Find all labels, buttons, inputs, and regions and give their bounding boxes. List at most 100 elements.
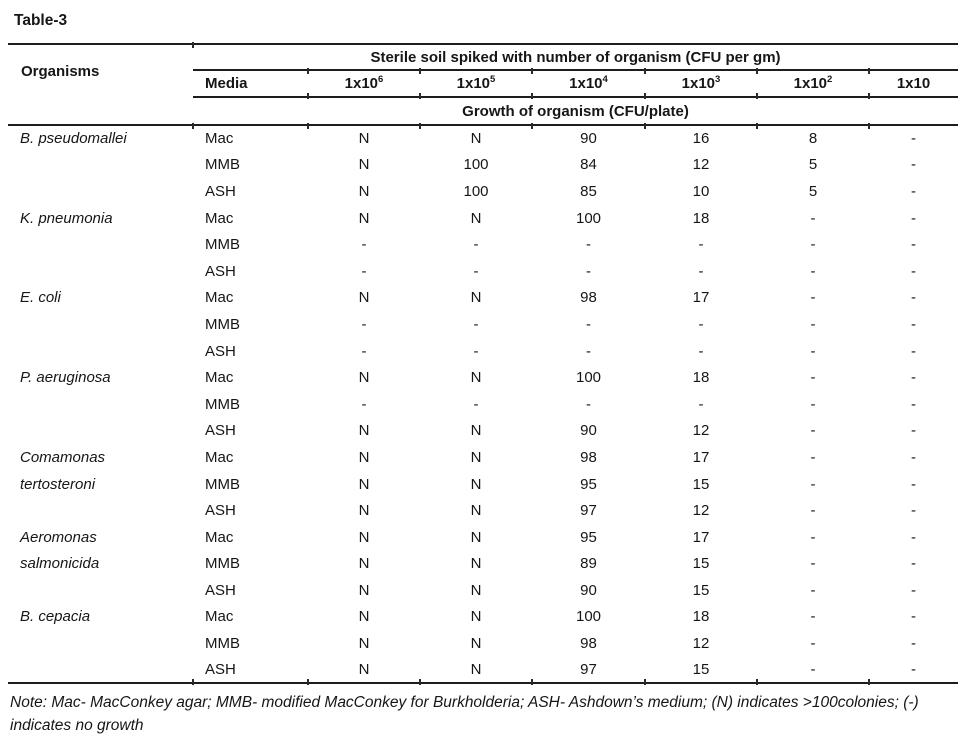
header-row-growth: Growth of organism (CFU/plate) bbox=[8, 97, 959, 126]
media-cell: Mac bbox=[205, 209, 234, 227]
organism-cell bbox=[8, 391, 193, 418]
table-row: MMB - - - - - - bbox=[8, 231, 958, 258]
growth-value-cell: - bbox=[810, 581, 816, 599]
growth-value-cell: - bbox=[473, 262, 479, 280]
growth-value-cell: 97 bbox=[531, 657, 645, 686]
growth-value-cell: - bbox=[911, 315, 916, 333]
growth-value-cell: - bbox=[911, 182, 916, 200]
growth-value-cell: - bbox=[911, 581, 916, 599]
growth-value-cell: N bbox=[358, 422, 370, 440]
growth-value-cell: - bbox=[810, 289, 816, 307]
growth-value-cell: N bbox=[358, 528, 370, 546]
growth-value-cell: N bbox=[358, 635, 370, 653]
concentration-column-header: 1x106 bbox=[307, 67, 420, 98]
growth-value-cell: N bbox=[358, 156, 370, 174]
media-cell: Mac bbox=[192, 122, 308, 152]
growth-value-cell: N bbox=[470, 289, 482, 307]
organism-cell: B. cepacia bbox=[20, 608, 91, 626]
organism-cell: E. coli bbox=[20, 289, 61, 307]
concentration-column-header: 1x10 bbox=[867, 67, 959, 98]
growth-value-cell: - bbox=[810, 236, 816, 254]
media-cell: ASH bbox=[205, 262, 236, 280]
table-title: Table-3 bbox=[14, 12, 68, 29]
growth-value-cell: 100 bbox=[463, 182, 489, 200]
growth-value-cell: N bbox=[419, 657, 532, 686]
growth-value-cell: N bbox=[307, 657, 420, 686]
organism-cell bbox=[8, 497, 193, 524]
growth-value-cell: 12 bbox=[692, 502, 710, 520]
growth-value-cell: - bbox=[698, 395, 704, 413]
growth-value-cell: 12 bbox=[692, 635, 710, 653]
table-row: ASH N N 90 15 - - bbox=[8, 577, 958, 604]
growth-value-cell: - bbox=[867, 657, 958, 686]
concentration-column-header: 1x102 bbox=[756, 67, 869, 98]
growth-value-cell: 100 bbox=[575, 369, 602, 387]
growth-value-cell: 15 bbox=[692, 581, 710, 599]
growth-value-cell: - bbox=[911, 608, 916, 626]
table-row: tertosteroni MMB N N 95 15 - - bbox=[8, 471, 958, 498]
growth-value-cell: 12 bbox=[692, 422, 710, 440]
growth-value-cell: - bbox=[810, 209, 816, 227]
growth-value-cell: - bbox=[810, 475, 816, 493]
concentration-column-header: 1x105 bbox=[419, 67, 532, 98]
growth-value-cell: N bbox=[470, 528, 482, 546]
table-row: MMB N 100 84 12 5 - bbox=[8, 152, 958, 179]
growth-value-cell: 98 bbox=[580, 289, 597, 307]
media-cell: Mac bbox=[205, 448, 234, 466]
growth-value-cell: N bbox=[470, 608, 482, 626]
growth-value-cell: 5 bbox=[808, 182, 818, 200]
growth-value-cell: N bbox=[419, 122, 532, 152]
growth-value-cell: 15 bbox=[692, 475, 710, 493]
organism-cell bbox=[8, 657, 193, 684]
growth-value-cell: 90 bbox=[580, 581, 597, 599]
growth-subheader: Growth of organism (CFU/plate) bbox=[193, 97, 959, 126]
growth-value-cell: N bbox=[470, 369, 482, 387]
growth-value-cell: - bbox=[911, 422, 916, 440]
concentration-column-header: 1x103 bbox=[644, 67, 757, 98]
growth-value-cell: - bbox=[810, 315, 816, 333]
growth-value-cell: 5 bbox=[808, 156, 818, 174]
growth-value-cell: 98 bbox=[580, 635, 597, 653]
media-cell: MMB bbox=[205, 555, 240, 573]
growth-value-cell: - bbox=[756, 657, 869, 686]
growth-value-cell: 90 bbox=[531, 122, 645, 152]
table-row: P. aeruginosa Mac N N 100 18 - - bbox=[8, 364, 958, 391]
media-cell: Mac bbox=[205, 608, 234, 626]
growth-value-cell: - bbox=[911, 448, 916, 466]
growth-value-cell: N bbox=[358, 369, 370, 387]
exponent: 4 bbox=[602, 74, 608, 85]
growth-value-cell: 100 bbox=[575, 608, 602, 626]
organism-cell: Aeromonas bbox=[20, 528, 97, 546]
growth-value-cell: - bbox=[911, 156, 916, 174]
growth-value-cell: 8 bbox=[756, 122, 869, 152]
growth-value-cell: - bbox=[810, 555, 816, 573]
spiked-soil-spanning-header: Sterile soil spiked with number of organ… bbox=[191, 41, 959, 71]
growth-value-cell: 17 bbox=[692, 289, 710, 307]
header-row-concentrations: Media 1x106 1x105 1x104 1x103 1x102 1x10 bbox=[8, 67, 959, 98]
growth-value-cell: - bbox=[911, 635, 916, 653]
growth-value-cell: N bbox=[470, 448, 482, 466]
organism-cell bbox=[8, 258, 193, 285]
growth-value-cell: - bbox=[473, 236, 479, 254]
organism-cell: P. aeruginosa bbox=[20, 369, 111, 387]
media-cell: MMB bbox=[205, 156, 240, 174]
growth-value-cell: - bbox=[810, 635, 816, 653]
growth-value-cell: N bbox=[470, 581, 482, 599]
growth-value-cell: N bbox=[358, 289, 370, 307]
growth-value-cell: - bbox=[473, 395, 479, 413]
exponent: 6 bbox=[378, 74, 384, 85]
organism-cell bbox=[8, 338, 193, 365]
growth-value-cell: N bbox=[358, 475, 370, 493]
growth-value-cell: N bbox=[307, 122, 420, 152]
media-cell: MMB bbox=[205, 395, 240, 413]
growth-value-cell: - bbox=[586, 315, 591, 333]
growth-value-cell: - bbox=[810, 502, 816, 520]
organism-growth-table: Organisms Sterile soil spiked with numbe… bbox=[8, 41, 959, 686]
media-cell: MMB bbox=[205, 236, 240, 254]
growth-value-cell: 100 bbox=[575, 209, 602, 227]
growth-value-cell: - bbox=[911, 528, 916, 546]
header-row-spanning: Organisms Sterile soil spiked with numbe… bbox=[8, 41, 959, 79]
growth-value-cell: N bbox=[470, 555, 482, 573]
concentration-column-header: 1x104 bbox=[531, 67, 645, 98]
